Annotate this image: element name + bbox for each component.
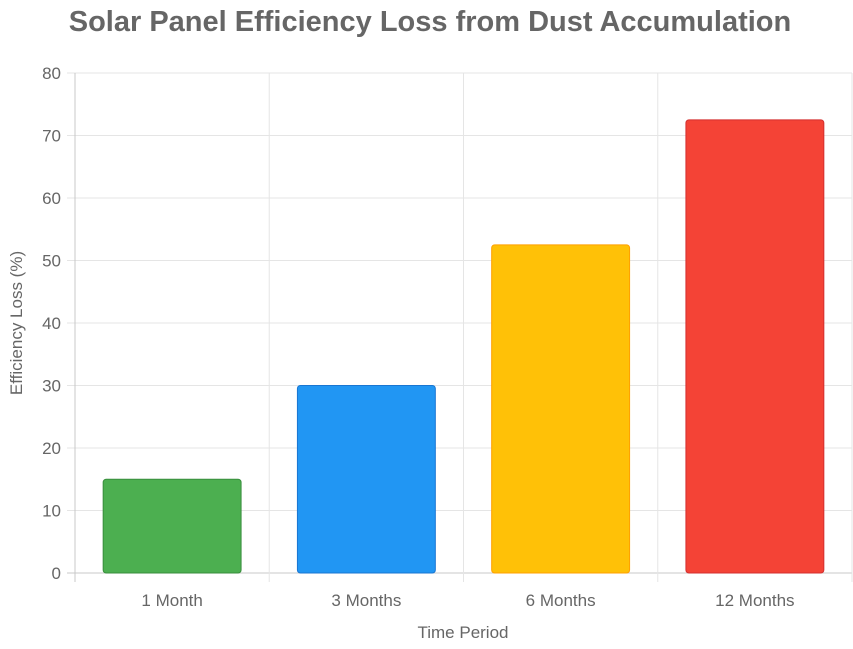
- y-tick-label: 20: [42, 439, 61, 458]
- y-tick-label: 80: [42, 64, 61, 83]
- x-tick-label: 6 Months: [526, 591, 596, 610]
- y-tick-label: 50: [42, 252, 61, 271]
- y-axis-title: Efficiency Loss (%): [7, 251, 26, 395]
- y-tick-label: 40: [42, 314, 61, 333]
- chart-title: Solar Panel Efficiency Loss from Dust Ac…: [68, 6, 792, 38]
- x-axis-title: Time Period: [417, 623, 508, 642]
- bar: [296, 385, 436, 574]
- bar: [491, 244, 631, 574]
- bar-layer: [102, 119, 825, 574]
- x-tick-label: 12 Months: [715, 591, 794, 610]
- bar: [685, 119, 825, 574]
- bar: [102, 478, 242, 574]
- grid-layer: [67, 72, 853, 582]
- x-tick-label: 3 Months: [331, 591, 401, 610]
- axis-layer: 0 10 20 30 40 50 60 70 80 1 Month 3 Months 6 Months…: [42, 64, 794, 610]
- y-tick-label: 70: [42, 127, 61, 146]
- y-tick-label: 10: [42, 502, 61, 521]
- y-tick-label: 30: [42, 377, 61, 396]
- x-tick-label: 1 Month: [141, 591, 202, 610]
- y-tick-label: 0: [52, 564, 61, 583]
- y-tick-label: 60: [42, 189, 61, 208]
